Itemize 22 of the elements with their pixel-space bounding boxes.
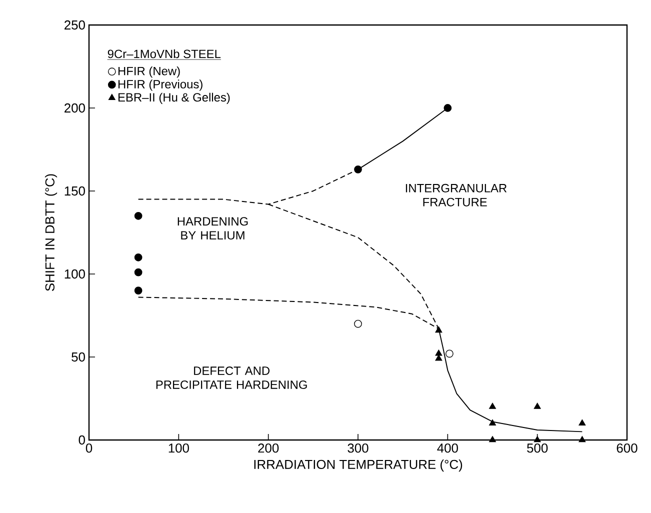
x-tick-label: 300 xyxy=(348,444,368,453)
legend-label: HFIR (New) xyxy=(118,66,180,78)
x-axis-title: IRRADIATION TEMPERATURE (°C) xyxy=(254,460,462,472)
y-tick-label: 250 xyxy=(64,20,85,30)
x-tick-label: 200 xyxy=(258,444,279,453)
x-tick-label: 400 xyxy=(437,444,458,453)
annotation: DEFECT AND PRECIPITATE HARDENING xyxy=(156,366,307,389)
x-tick-label: 500 xyxy=(527,444,548,453)
annotation: HARDENING BY HELIUM xyxy=(178,217,248,240)
y-tick-label: 100 xyxy=(64,269,85,279)
x-tick-label: 100 xyxy=(168,444,189,453)
y-tick-label: 200 xyxy=(64,103,85,113)
y-tick-label: 150 xyxy=(64,186,85,196)
x-tick-label: 600 xyxy=(616,444,638,453)
annotation: INTERGRANULAR FRACTURE xyxy=(406,184,507,206)
legend-label: HFIR (Previous) xyxy=(118,80,202,91)
y-tick-label: 0 xyxy=(78,435,85,445)
y-axis-title: SHIFT IN DBTT (°C) xyxy=(44,174,58,291)
legend-title: 9Cr–1MoVNb STEEL xyxy=(108,49,221,58)
x-tick-label: 0 xyxy=(86,444,92,453)
legend-label: EBR–II (Hu & Gelles) xyxy=(118,92,230,104)
y-tick-label: 50 xyxy=(72,352,85,362)
